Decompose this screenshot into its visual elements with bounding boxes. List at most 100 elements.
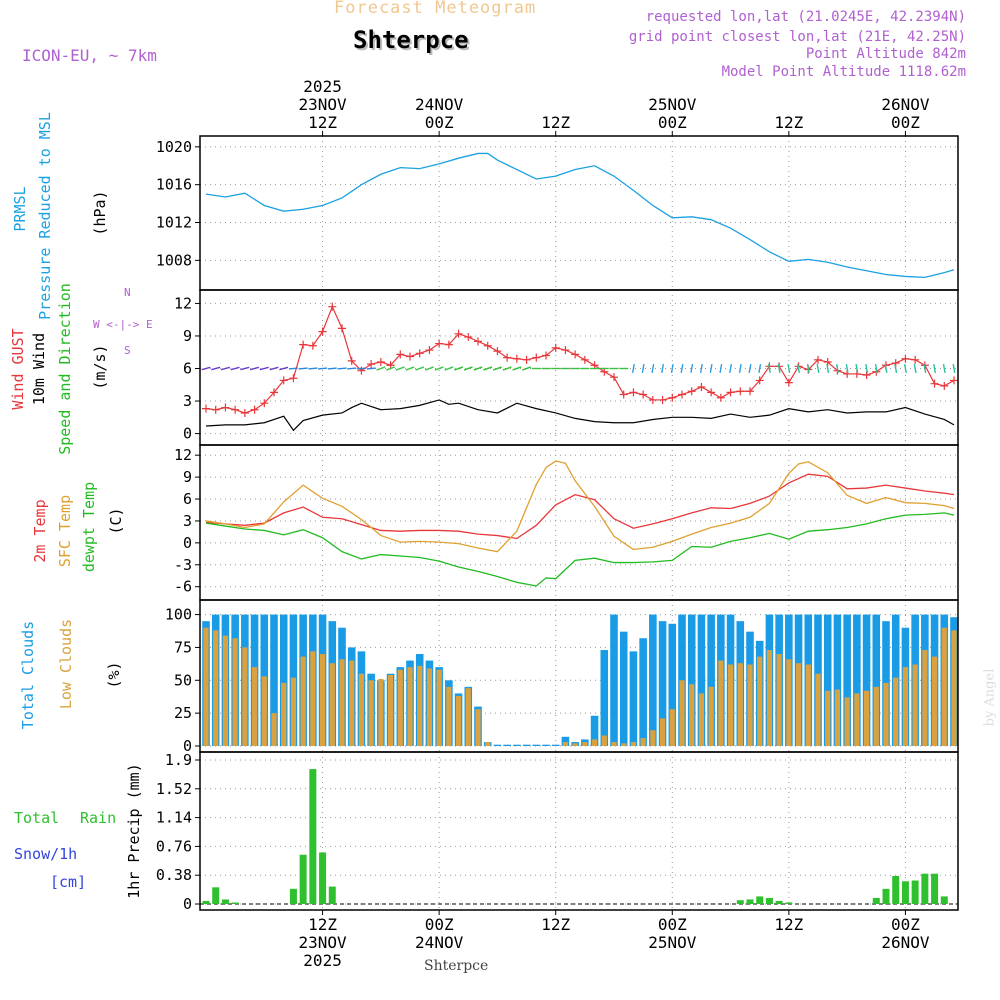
gust-marker	[522, 355, 531, 364]
total-cloud-bar	[610, 614, 618, 746]
gust-marker	[532, 353, 541, 362]
low-cloud-bar	[300, 656, 306, 746]
wind-direction-arrow	[661, 363, 665, 374]
gust-marker	[746, 387, 754, 396]
gust-marker	[610, 373, 618, 382]
wind-panel-frame	[199, 289, 959, 446]
footer-location: Shterpce	[424, 958, 489, 974]
precip-y-tick-label: 0.38	[156, 866, 192, 884]
low-cloud-bar	[339, 659, 345, 746]
low-cloud-bar	[630, 742, 637, 746]
wind-direction-arrow	[327, 367, 337, 370]
low-cloud-bar	[854, 693, 860, 746]
wind-direction-arrow	[942, 363, 946, 374]
time-label-top: 23NOV	[298, 95, 347, 114]
low-cloud-bar	[786, 659, 792, 746]
wind-y-tick-label: 0	[183, 425, 192, 443]
wind-direction-arrow	[356, 367, 366, 370]
time-label-top: 25NOV	[648, 95, 697, 114]
wind-direction-arrow	[865, 363, 869, 374]
wind-direction-arrow	[719, 363, 723, 374]
low-cloud-bar	[727, 664, 734, 746]
low-cloud-bar	[368, 680, 374, 746]
total-cloud-bar	[687, 614, 696, 746]
low-cloud-bar	[795, 663, 802, 746]
low-cloud-bar	[922, 650, 928, 746]
wind-direction-arrow	[405, 366, 415, 371]
total-cloud-bar	[697, 614, 706, 746]
low-cloud-bar	[902, 667, 909, 746]
requested-coords: requested lon,lat (21.0245E, 42.2394N)	[645, 9, 966, 25]
total-cloud-bar	[629, 651, 638, 746]
gust-marker	[950, 376, 958, 385]
low-cloud-bar	[562, 742, 569, 746]
low-cloud-bar	[718, 660, 724, 746]
wind-direction-arrow	[250, 366, 260, 371]
low-cloud-bar	[766, 650, 773, 746]
low-cloud-bar	[271, 713, 277, 746]
time-label-bottom: 24NOV	[415, 933, 464, 952]
time-label-bottom: 26NOV	[881, 933, 930, 952]
wind-direction-arrow	[855, 363, 859, 374]
prmsl-line	[205, 152, 955, 279]
gust-marker	[308, 341, 317, 350]
pressure-y-tick-label: 1020	[156, 138, 192, 156]
rain-bar	[736, 900, 744, 904]
total-cloud-bar	[872, 614, 881, 746]
low-cloud-bar	[349, 660, 355, 746]
low-cloud-bar	[436, 669, 442, 746]
rain-bar	[940, 896, 948, 904]
total-cloud-bar	[649, 614, 657, 746]
time-label-bottom: 12Z	[774, 915, 803, 934]
model-altitude: Model Point Altitude 1118.62m	[721, 64, 966, 80]
gust-marker	[240, 408, 249, 417]
total-cloud-bar	[522, 744, 531, 746]
low-cloud-bar	[669, 709, 675, 746]
gust-marker	[648, 395, 657, 404]
low-cloud-bar	[863, 690, 870, 746]
low-cloud-bar	[329, 663, 335, 746]
gust-marker	[716, 393, 725, 402]
gust-marker	[328, 302, 337, 311]
temp-y-tick-label: -6	[174, 578, 192, 596]
temp-y-tick-label: 9	[183, 468, 192, 486]
wind-direction-arrow	[874, 363, 878, 374]
low-cloud-bar	[601, 735, 607, 746]
time-label-bottom: 00Z	[425, 915, 454, 934]
time-label-bottom: 12Z	[541, 915, 570, 934]
rain-bar	[289, 888, 297, 904]
low-cloud-bar	[883, 682, 889, 746]
gust-marker	[221, 403, 230, 412]
wind-direction-arrow	[787, 363, 791, 374]
wind-direction-arrow	[835, 363, 839, 374]
wind-direction-arrow	[903, 363, 907, 374]
time-label-top: 12Z	[774, 113, 803, 132]
gust-marker	[299, 340, 308, 349]
precip-y-tick-label: 1.52	[156, 780, 192, 798]
low-cloud-bar	[455, 696, 462, 746]
rain-label: Rain	[80, 809, 117, 827]
rain-bar	[746, 899, 754, 904]
snow-unit: [cm]	[50, 873, 87, 891]
model-label: ICON-EU, ~ 7km	[22, 46, 157, 65]
wind-10m-line	[205, 399, 955, 432]
gust-marker	[901, 354, 910, 363]
total-cloud-bar	[600, 650, 609, 746]
total-cloud-bar	[639, 638, 647, 746]
rain-bar	[319, 852, 327, 904]
time-label-bottom: 25NOV	[648, 933, 697, 952]
low-cloud-bar	[951, 630, 957, 746]
wind-direction-arrow	[376, 366, 386, 371]
compass-south: S	[124, 344, 131, 357]
total-cloud-bar	[668, 623, 677, 746]
low-cloud-bar	[834, 689, 841, 746]
clouds-y-tick-label: 50	[174, 671, 192, 689]
gridpoint-coords: grid point closest lon,lat (21E, 42.25N)	[628, 29, 966, 45]
rain-bar	[921, 873, 929, 904]
time-label-top: 2025	[303, 77, 342, 96]
wind-direction-arrow	[845, 363, 849, 374]
product-title: Forecast Meteogram	[334, 0, 537, 18]
gust-marker	[444, 340, 453, 349]
time-label-top: 12Z	[308, 113, 337, 132]
wind-direction-arrow	[308, 367, 318, 370]
